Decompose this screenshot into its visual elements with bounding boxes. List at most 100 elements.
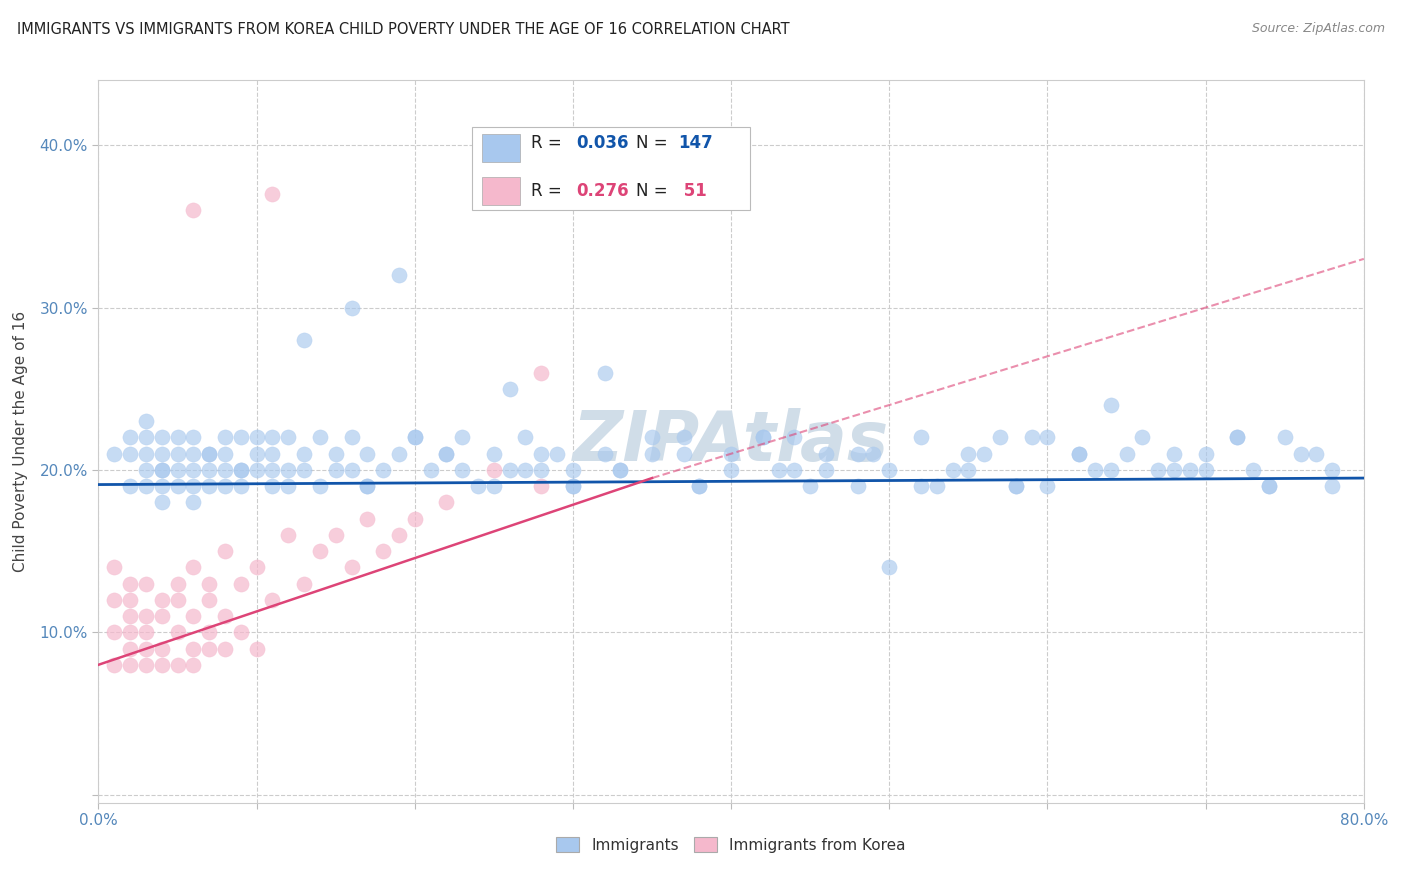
Point <box>229 625 252 640</box>
Point <box>150 641 173 656</box>
Point <box>783 430 806 444</box>
Point <box>404 430 426 444</box>
Point <box>356 479 378 493</box>
Point <box>688 479 710 493</box>
Point <box>150 592 173 607</box>
Point <box>1178 463 1201 477</box>
Text: ZIPAtlas: ZIPAtlas <box>574 408 889 475</box>
Point <box>451 430 474 444</box>
Point <box>482 463 505 477</box>
Point <box>814 463 837 477</box>
Text: N =: N = <box>636 182 668 200</box>
Point <box>166 625 188 640</box>
Point <box>925 479 948 493</box>
Point <box>262 430 284 444</box>
Point <box>720 463 742 477</box>
Point <box>166 576 188 591</box>
Point <box>988 430 1011 444</box>
Point <box>561 463 585 477</box>
Point <box>246 560 269 574</box>
Y-axis label: Child Poverty Under the Age of 16: Child Poverty Under the Age of 16 <box>14 311 28 572</box>
Point <box>799 479 821 493</box>
Point <box>120 657 141 672</box>
Point <box>561 479 585 493</box>
Point <box>910 430 932 444</box>
Point <box>262 447 284 461</box>
Point <box>783 463 806 477</box>
FancyBboxPatch shape <box>471 128 751 211</box>
Point <box>1084 463 1107 477</box>
Point <box>561 479 585 493</box>
Point <box>1194 463 1216 477</box>
Point <box>356 511 378 525</box>
Point <box>877 463 900 477</box>
Text: IMMIGRANTS VS IMMIGRANTS FROM KOREA CHILD POVERTY UNDER THE AGE OF 16 CORRELATIO: IMMIGRANTS VS IMMIGRANTS FROM KOREA CHIL… <box>17 22 790 37</box>
Point <box>309 479 332 493</box>
Point <box>262 463 284 477</box>
Point <box>135 430 157 444</box>
Point <box>340 430 363 444</box>
Point <box>1130 430 1153 444</box>
Point <box>120 430 141 444</box>
Point <box>120 447 141 461</box>
Point <box>388 528 411 542</box>
Point <box>277 430 299 444</box>
Point <box>183 495 205 509</box>
Point <box>183 641 205 656</box>
Point <box>262 186 284 201</box>
Point <box>277 528 299 542</box>
Point <box>183 430 205 444</box>
Point <box>1099 463 1122 477</box>
Point <box>150 447 173 461</box>
Point <box>957 447 980 461</box>
Point <box>135 576 157 591</box>
Point <box>120 592 141 607</box>
Point <box>1257 479 1279 493</box>
Point <box>183 657 205 672</box>
Point <box>229 576 252 591</box>
Point <box>166 479 188 493</box>
Point <box>103 657 125 672</box>
Point <box>1226 430 1249 444</box>
Point <box>103 592 125 607</box>
Point <box>292 576 315 591</box>
Point <box>277 463 299 477</box>
Point <box>530 447 553 461</box>
Point <box>846 479 869 493</box>
Point <box>198 641 221 656</box>
Point <box>292 463 315 477</box>
Point <box>862 447 884 461</box>
Point <box>1322 479 1344 493</box>
Point <box>593 447 616 461</box>
Point <box>198 447 221 461</box>
Point <box>166 592 188 607</box>
Point <box>183 560 205 574</box>
Point <box>1194 447 1216 461</box>
Point <box>166 447 188 461</box>
Point <box>292 447 315 461</box>
Text: N =: N = <box>636 134 668 153</box>
Point <box>1004 479 1026 493</box>
Point <box>593 366 616 380</box>
Point <box>309 544 332 558</box>
Point <box>309 430 332 444</box>
Point <box>910 479 932 493</box>
Point <box>672 447 695 461</box>
Point <box>198 447 221 461</box>
Point <box>877 560 900 574</box>
Text: 147: 147 <box>678 134 713 153</box>
Point <box>404 430 426 444</box>
Point <box>371 463 394 477</box>
Point <box>546 447 568 461</box>
Point <box>198 625 221 640</box>
Point <box>1163 463 1185 477</box>
Text: R =: R = <box>531 182 562 200</box>
Point <box>1322 463 1344 477</box>
Point <box>214 609 236 624</box>
Point <box>214 479 236 493</box>
Point <box>150 479 173 493</box>
Point <box>419 463 441 477</box>
Point <box>609 463 631 477</box>
Point <box>1099 398 1122 412</box>
Point <box>135 463 157 477</box>
